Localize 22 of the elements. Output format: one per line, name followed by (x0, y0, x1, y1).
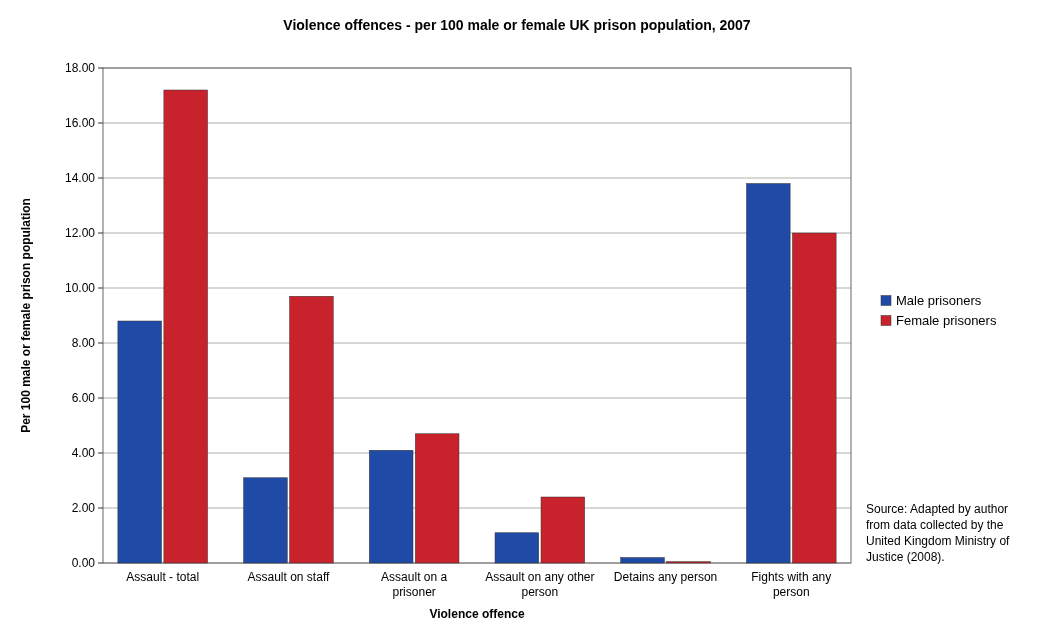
y-tick-label: 0.00 (71, 556, 96, 571)
x-tick-label: Assault on staff (247, 570, 331, 584)
source-note: Source: Adapted by author from data collected by the United Kingdom Ministry of Justice (2008). (866, 502, 1011, 564)
y-tick-label: 18.00 (64, 61, 96, 76)
y-tick-label: 14.00 (64, 171, 96, 186)
legend-label: Male prisoners (896, 292, 982, 308)
y-tick-label: 12.00 (64, 226, 96, 241)
y-tick-label: 6.00 (71, 391, 96, 406)
legend-label: Female prisoners (896, 312, 997, 328)
x-tick-label: Fights with any person (751, 570, 832, 599)
y-tick-label: 10.00 (64, 281, 96, 296)
x-tick-label: Detains any person (613, 570, 718, 584)
y-tick-label: 2.00 (71, 501, 96, 516)
x-tick-label: Assault - total (126, 570, 200, 584)
chart-title: Violence offences - per 100 male or female UK prison population, 2007 (283, 17, 751, 33)
y-axis-title: Per 100 male or female prison population (19, 198, 33, 433)
y-tick-label: 8.00 (71, 336, 96, 351)
x-tick-label: Assault on a prisoner (381, 570, 448, 599)
y-tick-label: 16.00 (64, 116, 96, 131)
y-tick-label: 4.00 (71, 446, 96, 461)
x-axis-title: Violence offence (429, 607, 525, 621)
x-tick-label: Assault on any other person (485, 570, 595, 599)
